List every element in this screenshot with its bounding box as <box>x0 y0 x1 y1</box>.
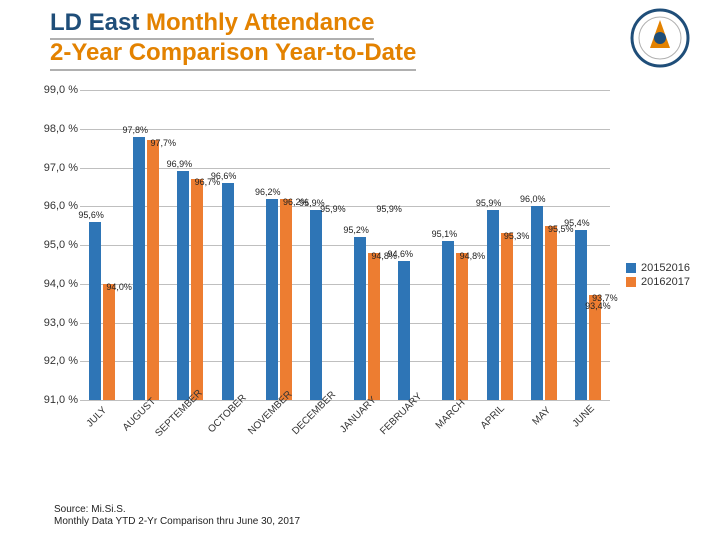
legend: 20152016 20162017 <box>626 260 690 290</box>
bar-20162017 <box>191 179 203 400</box>
bar-20152016 <box>310 210 322 400</box>
legend-label-2: 20162017 <box>641 276 690 288</box>
x-tick-label: APRIL <box>478 403 506 431</box>
bar-value-label: 94,8% <box>460 251 486 261</box>
bar-value-label: 95,1% <box>432 229 458 239</box>
bar-20162017 <box>456 253 468 400</box>
bar-value-label: 97,7% <box>150 138 176 148</box>
bar-value-label: 96,6% <box>211 171 237 181</box>
bar-value-label: 95,9% <box>376 204 402 214</box>
gridline <box>80 400 610 401</box>
bar-20152016 <box>133 137 145 401</box>
district-seal-icon <box>630 8 690 68</box>
bar-value-label: 94,6% <box>387 249 413 259</box>
y-tick-label: 95,0 % <box>30 239 78 251</box>
bar-20162017 <box>147 140 159 400</box>
bar-20152016 <box>354 237 366 400</box>
bar-value-label: 93,4% <box>585 301 611 311</box>
x-tick-label: JUNE <box>571 403 597 429</box>
bar-value-label: 95,2% <box>343 225 369 235</box>
legend-swatch-icon <box>626 277 636 287</box>
attendance-chart: 91,0 % 92,0 % 93,0 % 94,0 % 95,0 % 96,0 % 97,0… <box>30 90 690 460</box>
bar-20152016 <box>398 261 410 401</box>
x-tick-label: JULY <box>85 405 110 430</box>
x-tick-label: MARCH <box>434 398 468 432</box>
bar-value-label: 95,4% <box>564 218 590 228</box>
bar-value-label: 95,6% <box>78 210 104 220</box>
footnote-line1: Source: Mi.Si.S. <box>54 504 300 516</box>
legend-item-1: 20152016 <box>626 262 690 274</box>
bar-value-label: 95,3% <box>504 231 530 241</box>
plot-area: 95,6%94,0%97,8%97,7%96,9%96,7%96,6%96,2%… <box>80 90 610 401</box>
bar-20162017 <box>103 284 115 400</box>
bar-value-label: 96,0% <box>520 194 546 204</box>
y-tick-label: 98,0 % <box>30 123 78 135</box>
footnote: Source: Mi.Si.S. Monthly Data YTD 2-Yr C… <box>54 504 300 528</box>
bar-value-label: 96,9% <box>167 159 193 169</box>
bar-20162017 <box>368 253 380 400</box>
legend-item-2: 20162017 <box>626 276 690 288</box>
y-tick-label: 94,0 % <box>30 278 78 290</box>
bar-value-label: 97,8% <box>122 125 148 135</box>
bar-value-label: 94,0% <box>106 282 132 292</box>
bar-20152016 <box>266 199 278 401</box>
bar-20152016 <box>575 230 587 401</box>
bar-20152016 <box>442 241 454 400</box>
bar-value-label: 95,9% <box>320 204 346 214</box>
bar-20152016 <box>177 171 189 400</box>
bar-value-label: 96,2% <box>255 187 281 197</box>
y-tick-label: 97,0 % <box>30 162 78 174</box>
legend-swatch-icon <box>626 263 636 273</box>
bar-20152016 <box>487 210 499 400</box>
bar-20162017 <box>545 226 557 400</box>
title-line1-a: LD East <box>50 9 139 36</box>
title-line2: 2-Year Comparison Year-to-Date <box>50 40 416 70</box>
y-tick-label: 96,0 % <box>30 200 78 212</box>
bar-20162017 <box>280 199 292 401</box>
bar-value-label: 95,9% <box>476 198 502 208</box>
legend-label-1: 20152016 <box>641 262 690 274</box>
bar-20152016 <box>89 222 101 400</box>
x-tick-label: MAY <box>530 405 553 428</box>
y-tick-label: 93,0 % <box>30 317 78 329</box>
bar-20152016 <box>531 206 543 400</box>
y-tick-label: 99,0 % <box>30 84 78 96</box>
bar-20152016 <box>222 183 234 400</box>
y-tick-label: 91,0 % <box>30 394 78 406</box>
bar-20162017 <box>589 295 601 400</box>
footnote-line2: Monthly Data YTD 2-Yr Comparison thru Ju… <box>54 516 300 528</box>
bar-20162017 <box>501 233 513 400</box>
y-tick-label: 92,0 % <box>30 355 78 367</box>
page-title: LD East Monthly Attendance 2-Year Compar… <box>50 10 530 71</box>
title-line1-b: Monthly Attendance <box>146 9 374 36</box>
x-tick-label: AUGUST <box>121 396 158 433</box>
